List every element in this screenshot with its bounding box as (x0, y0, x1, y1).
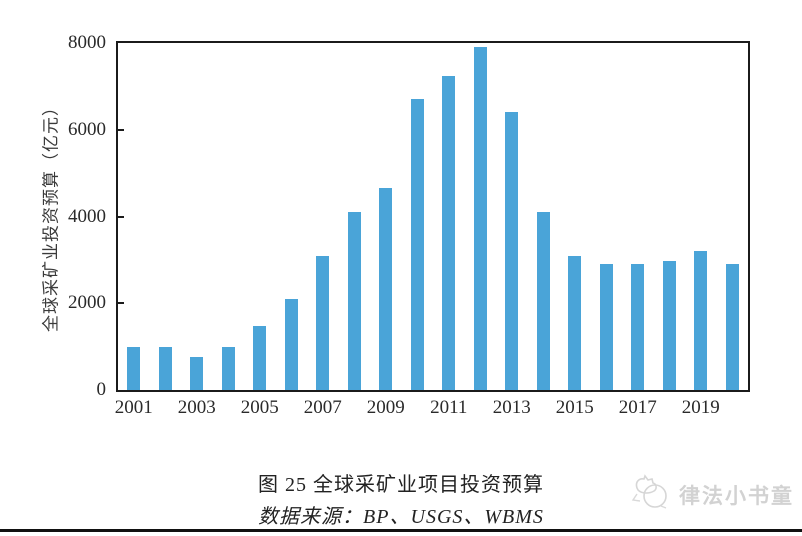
bar-2011 (442, 75, 456, 390)
bar-2012 (473, 47, 487, 390)
bar-2009 (379, 188, 393, 390)
bar-2005 (253, 326, 267, 390)
watermark-text: 律法小书童 (679, 483, 794, 508)
x-tick-label: 2013 (492, 397, 531, 418)
x-tick-label: 2015 (555, 397, 594, 418)
bottom-divider (0, 529, 802, 532)
cat-doodle-icon (631, 474, 675, 515)
bar-2003 (190, 356, 204, 390)
bar-2015 (568, 255, 582, 390)
watermark: 律法小书童 (631, 474, 794, 515)
plot-area (116, 41, 750, 392)
y-tick-label: 8000 (68, 32, 106, 53)
bar-2020 (725, 264, 739, 390)
bar-2006 (284, 298, 298, 390)
bar-2016 (599, 264, 613, 390)
bar-2002 (158, 346, 172, 390)
x-tick-label: 2009 (366, 397, 405, 418)
x-tick-label: 2005 (240, 397, 279, 418)
bar-2013 (505, 112, 519, 390)
bar-2001 (127, 346, 141, 390)
bar-2019 (694, 251, 708, 390)
bar-2004 (221, 346, 235, 390)
bar-2018 (662, 261, 676, 390)
y-tick-mark (118, 128, 124, 131)
y-tick-label: 4000 (68, 205, 106, 227)
x-tick-label: 2001 (114, 397, 153, 418)
x-tick-label: 2003 (177, 397, 216, 418)
y-tick-mark (118, 302, 124, 305)
y-tick-label: 2000 (68, 292, 106, 314)
bar-2017 (631, 264, 645, 390)
x-tick-label: 2019 (681, 397, 720, 418)
y-tick-label: 6000 (68, 118, 106, 140)
x-tick-label: 2007 (303, 397, 342, 418)
y-tick-label: 0 (96, 379, 107, 400)
bar-2014 (536, 212, 550, 390)
figure-source: 数据来源：BP、USGS、WBMS (258, 506, 544, 528)
bar-2007 (316, 255, 330, 390)
y-tick-mark (118, 215, 124, 218)
figure-caption: 图 25 全球采矿业项目投资预算 (258, 474, 544, 496)
x-tick-label: 2017 (618, 397, 657, 418)
bar-2010 (410, 99, 424, 390)
bar-2008 (347, 212, 361, 390)
x-tick-label: 2011 (430, 397, 468, 418)
